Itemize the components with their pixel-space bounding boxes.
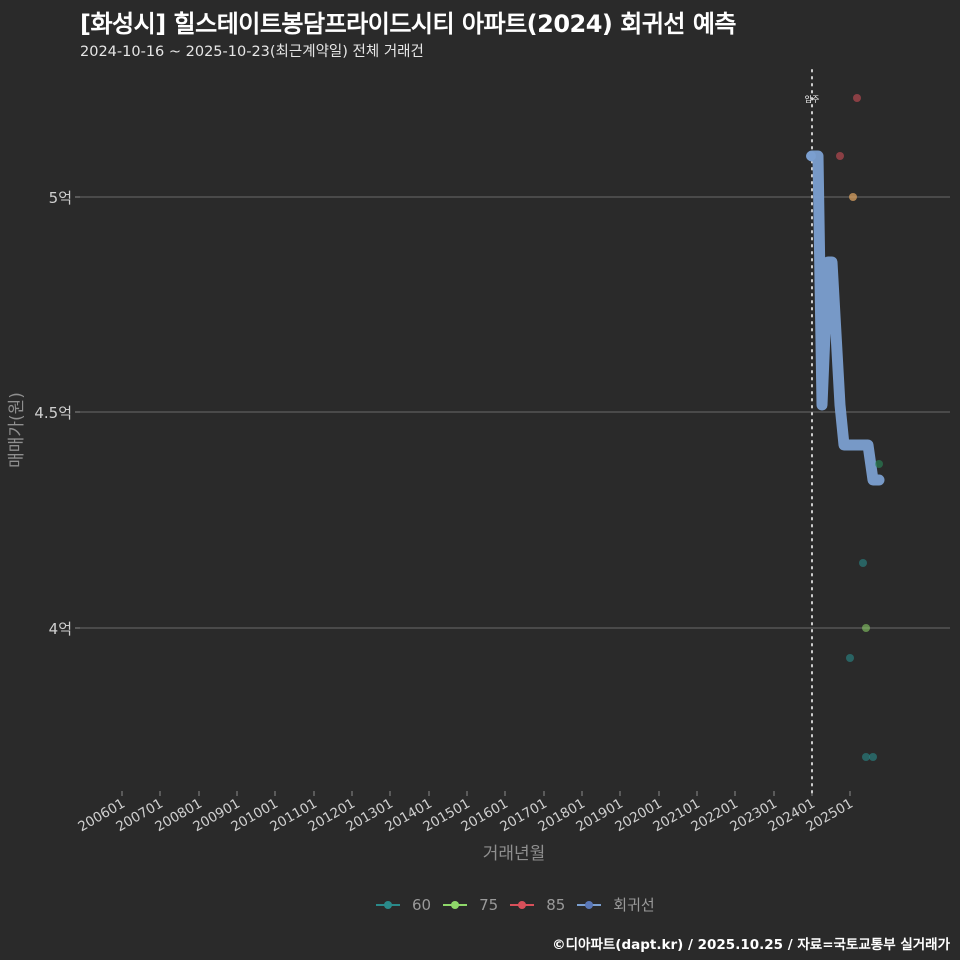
data-point[interactable]	[836, 152, 844, 160]
legend-key-85-icon	[510, 897, 535, 913]
move-in-label: 입주	[805, 95, 820, 104]
y-axis-label: 매매가(원)	[7, 392, 27, 468]
chart-subtitle: 2024-10-16 ~ 2025-10-23(최근계약일) 전체 거래건	[80, 44, 424, 60]
data-point[interactable]	[862, 753, 870, 761]
legend-label: 85	[546, 895, 566, 914]
data-point[interactable]	[846, 654, 854, 662]
data-point[interactable]	[869, 753, 877, 761]
footer-credit: ©디아파트(dapt.kr) / 2025.10.25 / 자료=국토교통부 실…	[552, 937, 950, 953]
y-tick-5eok: 5억	[49, 189, 72, 207]
regression-start-point	[806, 151, 816, 161]
x-tick-labels: 200601 200701 200801 200901 201001 20110…	[75, 796, 856, 836]
legend-item-75[interactable]: 75	[443, 896, 498, 914]
data-point[interactable]	[849, 193, 857, 201]
data-point[interactable]	[853, 94, 861, 102]
legend-item-60[interactable]: 60	[376, 896, 431, 914]
x-tick-marks	[121, 791, 851, 796]
y-tick-4.5eok: 4.5억	[34, 404, 72, 422]
legend-key-75-icon	[443, 897, 468, 913]
series-75-points	[849, 193, 870, 632]
legend: 60 75 85 회귀선	[376, 894, 667, 915]
legend-label: 75	[479, 895, 499, 914]
regression-line	[806, 150, 885, 486]
legend-label: 60	[412, 895, 432, 914]
data-point[interactable]	[862, 624, 870, 632]
legend-key-60-icon	[376, 897, 400, 913]
legend-key-regression-icon	[577, 897, 602, 913]
gridlines	[80, 196, 950, 629]
legend-item-regression[interactable]: 회귀선	[577, 894, 655, 915]
series-60-points	[846, 460, 883, 761]
x-axis-label: 거래년월	[483, 844, 546, 864]
legend-item-85[interactable]: 85	[510, 896, 565, 914]
y-tick-4eok: 4억	[49, 620, 72, 638]
chart-title: [화성시] 힐스테이트봉담프라이드시티 아파트(2024) 회귀선 예측	[80, 10, 737, 38]
data-point[interactable]	[875, 460, 883, 468]
series-85-points	[836, 94, 861, 160]
legend-label: 회귀선	[613, 896, 655, 914]
data-point[interactable]	[859, 559, 867, 567]
